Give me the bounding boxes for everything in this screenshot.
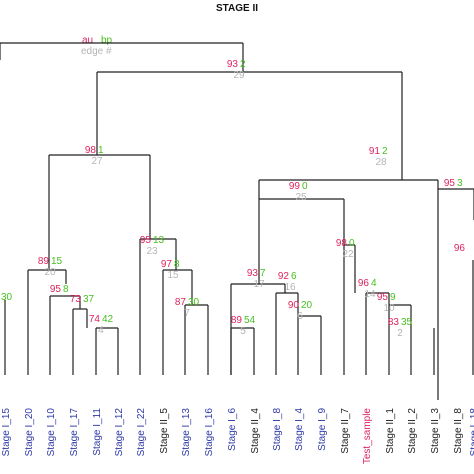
node-edge-number: 10 [383,303,395,314]
node-edge-number: 27 [91,156,103,167]
node-au-value: 95 [140,235,152,246]
leaf-label: Stage II_2 [407,408,418,454]
node-edge-number: 6 [297,311,303,322]
node-au-value: 95 [377,292,389,303]
node-au-value: 93 [247,268,259,279]
node-edge-number: 20 [44,267,56,278]
node-bp-value: 42 [102,314,114,325]
node-bp-value: 54 [244,315,256,326]
tree-edges [0,42,474,400]
node-bp-value: 13 [153,235,165,246]
node-edge-number: 23 [146,246,158,257]
leaf-label: Stage II_3 [430,408,441,454]
node-edge-number: 5 [240,326,246,337]
leaf-label: Stage I_15 [1,408,12,457]
node-edge-number: 16 [284,282,296,293]
node-bp-value: 0 [349,238,355,249]
leaf-label: Stage I_6 [227,408,238,451]
leaf-label: Stage I_9 [317,408,328,451]
node-bp-value: 9 [390,292,396,303]
node-bp-value: 30 [1,292,13,303]
node-edge-number: 2 [397,328,403,339]
node-edge-number: 15 [167,270,179,281]
node-au-value: 73 [70,294,82,305]
node-edge-number: 29 [233,70,245,81]
node-bp-value: 3 [457,178,463,189]
node-au-value: 92 [278,271,290,282]
leaf-label: Stage I_8 [272,408,283,451]
node-au-value: 91 [369,146,381,157]
node-au-value: 93 [227,59,239,70]
node-au-value: 74 [89,314,101,325]
node-au-value: 89 [38,256,50,267]
node-au-value: 87 [175,297,187,308]
leaf-labels: Stage I_15 Stage I_20 Stage I_10 Stage I_17… [1,408,474,465]
node-bp-value: 0 [302,181,308,192]
node-edge-number: 4 [98,325,104,336]
node-edge-number: 25 [295,192,307,203]
node-bp-value: 35 [401,317,413,328]
leaf-label: Stage I_17 [69,408,80,457]
node-au-value: 97 [161,259,173,270]
legend-au: au [82,35,93,46]
leaf-label: Stage I_11 [92,408,103,456]
node-bp-value: 8 [63,284,69,295]
chart-title: STAGE II [216,3,258,14]
node-au-value: 96 [454,243,466,254]
node-bp-value: 2 [240,59,246,70]
node-edge-number: 28 [375,157,387,168]
node-bp-value: 2 [382,146,388,157]
leaf-label: Test_sample [362,408,373,465]
leaf-label: Stage II_5 [159,408,170,454]
leaf-label: Stage I_18 [469,408,474,457]
leaf-label: Stage I_13 [181,408,192,457]
leaf-label: Stage II_1 [385,408,396,454]
node-au-value: 90 [288,300,300,311]
node-bp-value: 30 [188,297,200,308]
node-bp-value: 1 [98,145,104,156]
node-bp-value: 37 [83,294,95,305]
node-bp-value: 20 [301,300,313,311]
node-edge-number: 22 [342,249,354,260]
legend-bp: bp [101,35,113,46]
leaf-label: Stage I_12 [114,408,125,457]
leaf-label: Stage II_4 [250,408,261,454]
node-bp-value: 4 [371,278,377,289]
leaf-label: Stage I_22 [136,408,147,457]
node-au-value: 99 [289,181,301,192]
leaf-label: Stage I_16 [204,408,215,457]
node-au-value: 98 [336,238,348,249]
node-au-value: 89 [231,315,243,326]
node-au-value: 95 [444,178,456,189]
node-au-value: 96 [358,278,370,289]
node-bp-value: 7 [260,268,266,279]
node-bp-value: 8 [174,259,180,270]
node-bp-value: 6 [291,271,297,282]
node-edge-number: 7 [184,308,190,319]
node-au-value: 95 [50,284,62,295]
node-edge-number: 14 [364,289,376,300]
node-au-value: 83 [388,317,400,328]
leaf-label: Stage I_10 [46,408,57,457]
node-au-value: 98 [85,145,97,156]
leaf-label: Stage I_20 [24,408,35,457]
leaf-label: Stage II_7 [340,408,351,454]
node-bp-value: 15 [51,256,63,267]
leaf-label: Stage I_4 [294,408,305,451]
legend-edge: edge # [81,46,112,57]
node-edge-number: 17 [253,279,265,290]
leaf-label: Stage II_8 [453,408,464,454]
